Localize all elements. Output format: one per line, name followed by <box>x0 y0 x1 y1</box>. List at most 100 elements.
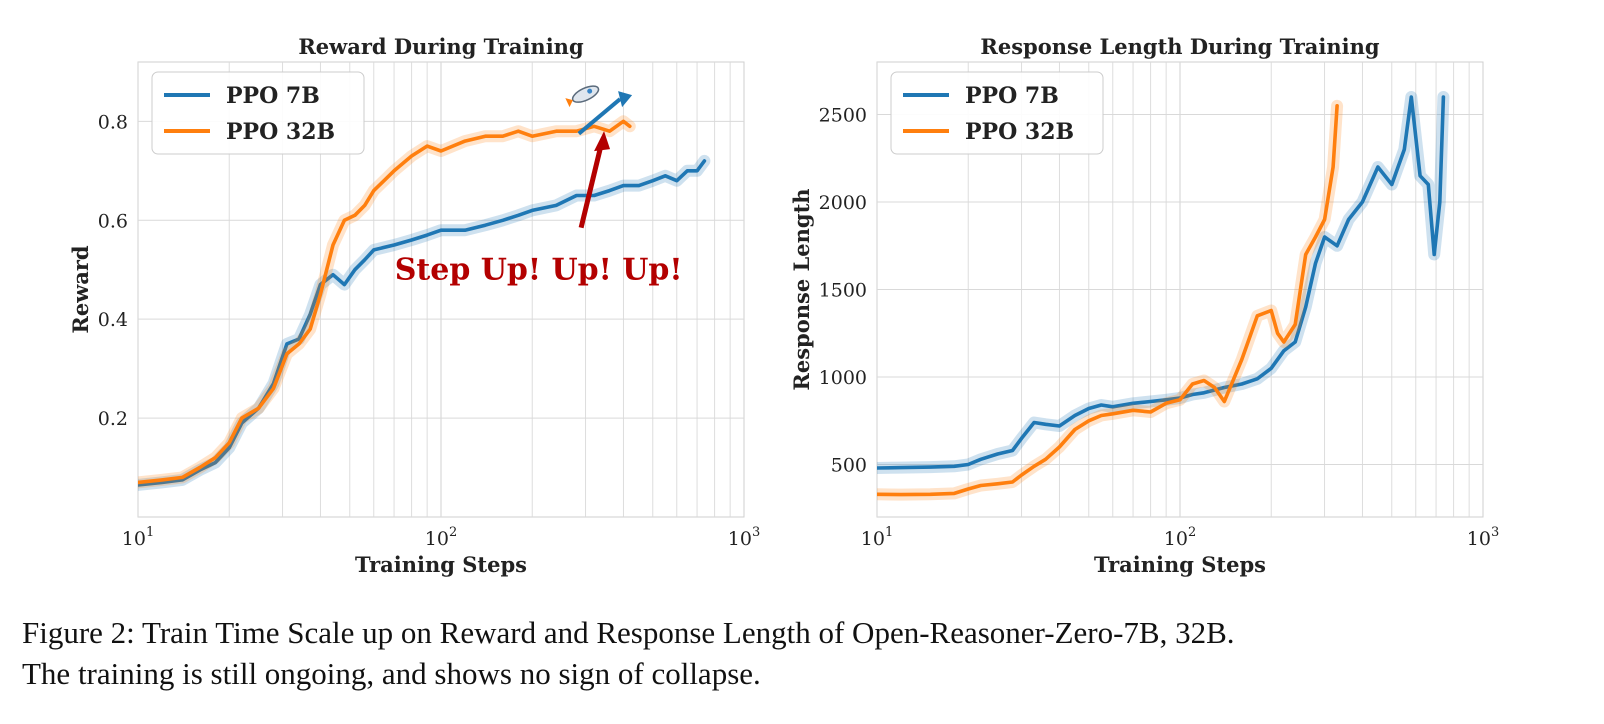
reward-point-ppo32b <box>622 120 625 123</box>
length-point-ppo32b <box>953 492 956 495</box>
length-point-ppo7b <box>1032 421 1036 424</box>
length-point-ppo7b <box>1361 200 1364 204</box>
rocket-body <box>571 85 600 103</box>
length-point-ppo7b <box>1410 95 1413 99</box>
reward-point-ppo7b <box>285 342 289 346</box>
reward-point-ppo32b <box>214 456 217 459</box>
length-point-ppo32b <box>1256 314 1259 317</box>
length-point-ppo32b <box>1044 458 1047 461</box>
reward-point-ppo32b <box>240 416 243 420</box>
length-point-ppo7b <box>1020 437 1023 440</box>
reward-legend-box <box>151 71 365 155</box>
length-ytick-label: 1500 <box>819 280 867 302</box>
reward-point-ppo7b <box>675 179 678 182</box>
reward-point-ppo32b <box>372 189 375 192</box>
length-series-ppo7b <box>877 91 1450 474</box>
reward-point-ppo32b <box>297 342 301 346</box>
length-point-ppo7b <box>899 466 903 469</box>
reward-ytick-label: 0.8 <box>98 111 128 133</box>
reward-point-ppo7b <box>331 273 335 276</box>
reward-point-ppo7b <box>622 184 625 187</box>
length-point-ppo32b <box>1100 414 1103 417</box>
length-point-ppo32b <box>996 482 999 485</box>
length-point-ppo32b <box>1178 398 1182 401</box>
length-point-ppo7b <box>1427 183 1430 186</box>
reward-point-ppo7b <box>703 159 706 163</box>
reward-point-ppo32b <box>575 130 578 133</box>
reward-point-ppo7b <box>531 209 534 212</box>
rocket-icon <box>565 85 600 108</box>
length-point-ppo7b <box>1011 449 1014 452</box>
reward-point-ppo7b <box>228 446 231 449</box>
annotation-group: Step Up! Up! Up! <box>395 85 683 288</box>
reward-point-ppo32b <box>181 476 184 479</box>
length-point-ppo7b <box>1294 340 1297 344</box>
length-point-ppo7b <box>1111 405 1115 408</box>
length-point-ppo7b <box>1418 174 1422 177</box>
reward-point-ppo32b <box>425 144 429 148</box>
reward-point-ppo32b <box>484 135 487 138</box>
reward-point-ppo7b <box>484 224 487 227</box>
reward-point-ppo7b <box>181 478 184 482</box>
reward-point-ppo32b <box>319 293 322 296</box>
reward-point-ppo7b <box>608 189 611 192</box>
length-point-ppo7b <box>1100 403 1103 407</box>
reward-point-ppo7b <box>555 204 558 207</box>
reward-point-ppo7b <box>363 258 366 261</box>
length-point-ppo32b <box>1276 332 1279 335</box>
length-point-ppo7b <box>1131 402 1135 405</box>
length-xlabel: Training Steps <box>1094 552 1266 577</box>
length-point-ppo7b <box>1314 262 1317 265</box>
caption-line-2: The training is still ongoing, and shows… <box>22 656 761 691</box>
reward-point-ppo7b <box>651 179 654 182</box>
reward-point-ppo32b <box>392 169 396 172</box>
length-xtick-label: 102 <box>1164 525 1196 550</box>
length-point-ppo7b <box>877 466 879 470</box>
reward-point-ppo7b <box>392 243 396 247</box>
rocket-flame <box>565 98 573 108</box>
length-point-ppo32b <box>1111 412 1115 415</box>
length-point-ppo7b <box>1304 305 1307 309</box>
annotation-red-arrowhead <box>594 131 611 152</box>
length-point-ppo32b <box>1213 386 1216 389</box>
length-point-ppo32b <box>877 493 879 496</box>
reward-point-ppo7b <box>297 337 301 341</box>
length-point-ppo32b <box>1314 235 1317 239</box>
length-point-ppo7b <box>1087 407 1091 410</box>
reward-point-ppo7b <box>695 169 699 172</box>
length-point-ppo32b <box>1087 419 1091 422</box>
length-point-ppo7b <box>1073 414 1077 417</box>
reward-point-ppo32b <box>285 352 289 355</box>
length-point-ppo32b <box>1331 165 1335 169</box>
length-point-ppo7b <box>1442 95 1445 99</box>
figure-caption: Figure 2: Train Time Scale up on Reward … <box>22 612 1582 694</box>
reward-point-ppo7b <box>309 313 312 316</box>
length-series-ppo32b <box>877 99 1344 501</box>
length-ytick-label: 2000 <box>819 192 867 214</box>
reward-legend-label: PPO 32B <box>226 119 335 145</box>
reward-point-ppo32b <box>501 135 504 138</box>
reward-point-ppo32b <box>228 441 231 444</box>
reward-point-ppo7b <box>372 248 375 252</box>
reward-point-ppo32b <box>463 139 467 143</box>
length-xtick-label: 101 <box>861 525 893 550</box>
reward-point-ppo7b <box>343 283 346 286</box>
reward-ylabel: Reward <box>68 245 93 334</box>
reward-point-ppo7b <box>637 184 641 187</box>
length-point-ppo7b <box>1433 253 1436 256</box>
length-point-ppo7b <box>996 452 999 456</box>
length-point-ppo7b <box>1282 349 1286 352</box>
reward-point-ppo32b <box>363 204 366 207</box>
reward-legend: PPO 7B PPO 32B <box>151 71 365 155</box>
length-point-ppo32b <box>967 487 970 491</box>
reward-point-ppo32b <box>160 478 164 482</box>
reward-point-ppo7b <box>501 219 504 222</box>
reward-xtick-label: 102 <box>425 525 457 550</box>
figure: 0.2 0.4 0.6 0.8 101 102 103 Reward During Train… <box>68 34 1499 577</box>
reward-point-ppo7b <box>425 233 429 237</box>
length-ylabel: Response Length <box>789 188 814 390</box>
length-legend: PPO 7B PPO 32B <box>890 71 1104 155</box>
length-point-ppo7b <box>1223 386 1226 389</box>
reward-point-ppo32b <box>198 466 201 469</box>
reward-point-ppo7b <box>463 229 467 232</box>
